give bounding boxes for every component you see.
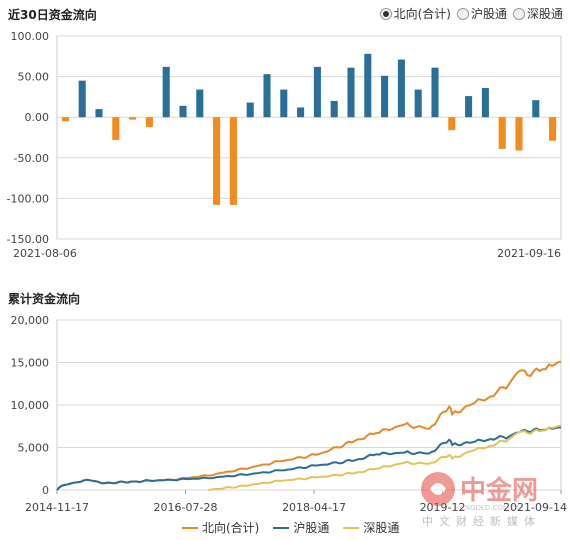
legend-swatch-shanghai bbox=[273, 526, 290, 529]
legend-swatch-shenzhen bbox=[343, 526, 360, 529]
flow-bar bbox=[364, 53, 372, 118]
bar-y-tick-label: 0.00 bbox=[25, 111, 50, 124]
watermark-tagline: 中文财经新媒体 bbox=[422, 514, 541, 528]
flow-bar bbox=[145, 117, 153, 127]
flow-bar bbox=[112, 117, 120, 140]
legend-item-northbound[interactable]: 北向(合计) bbox=[182, 519, 259, 536]
line-x-tick-label: 2014-11-17 bbox=[25, 501, 89, 514]
chart-legend: 北向(合计) 沪股通 深股通 bbox=[182, 519, 399, 536]
series-line bbox=[208, 424, 562, 491]
cumulative-flow-line-chart: 20,000 15,000 10,000 5,000 0 2014-11-17 2016-0… bbox=[11, 314, 568, 514]
radio-northbound-label: 北向(合计) bbox=[393, 7, 451, 21]
flow-bar bbox=[431, 67, 439, 118]
watermark-logo-mark bbox=[430, 483, 446, 495]
bar-y-tick-label: -150.00 bbox=[7, 233, 49, 246]
line-y-tick-label: 15,000 bbox=[11, 357, 50, 370]
flow-bar bbox=[313, 66, 321, 118]
watermark-logo-text: 中金网 bbox=[460, 475, 538, 506]
flow-bar bbox=[330, 100, 338, 118]
flow-bar bbox=[397, 59, 405, 118]
flow-bar bbox=[263, 74, 271, 118]
flow-bar bbox=[61, 117, 69, 122]
flow-bar bbox=[129, 117, 137, 120]
flow-bar bbox=[448, 117, 456, 131]
line-y-tick-label: 20,000 bbox=[11, 314, 50, 327]
bar-y-tick-label: 100.00 bbox=[11, 30, 50, 43]
line-y-tick-label: 5,000 bbox=[18, 442, 50, 455]
market-radio-group: 北向(合计) 沪股通 深股通 bbox=[379, 5, 563, 22]
legend-item-shenzhen[interactable]: 深股通 bbox=[343, 519, 399, 536]
radio-shenzhen-connect-indicator bbox=[512, 7, 525, 20]
flow-bar bbox=[381, 75, 389, 118]
bar-x-end-label: 2021-09-16 bbox=[497, 247, 561, 260]
flow-bar bbox=[95, 109, 103, 118]
flow-bar bbox=[78, 80, 86, 118]
line-x-tick-label: 2021-09-14 bbox=[503, 501, 567, 514]
watermark-sub-text: CNGOLD.COM.CN bbox=[460, 504, 521, 512]
radio-shanghai-connect-label: 沪股通 bbox=[470, 7, 507, 21]
bottom-chart-title: 累计资金流向 bbox=[8, 292, 81, 306]
radio-northbound-indicator bbox=[379, 7, 392, 20]
daily-flow-bar-chart: 100.0050.000.00-50.00-100.00-150.002021-… bbox=[7, 30, 562, 260]
radio-shenzhen-connect[interactable]: 深股通 bbox=[512, 5, 563, 22]
radio-shanghai-connect[interactable]: 沪股通 bbox=[456, 5, 507, 22]
line-y-tick-label: 0 bbox=[42, 484, 49, 497]
line-x-tick-label: 2016-07-28 bbox=[154, 501, 218, 514]
legend-label-shenzhen: 深股通 bbox=[363, 521, 400, 535]
legend-label-shanghai: 沪股通 bbox=[293, 521, 330, 535]
flow-bar bbox=[347, 67, 355, 118]
legend-label-northbound: 北向(合计) bbox=[202, 521, 260, 535]
flow-bar bbox=[162, 66, 170, 118]
flow-bar bbox=[196, 89, 204, 118]
series-line bbox=[56, 426, 562, 491]
flow-bar bbox=[246, 102, 254, 118]
bar-y-tick-label: -50.00 bbox=[14, 152, 49, 165]
cngold-watermark-logo: 中金网 CNGOLD.COM.CN 中文财经新媒体 bbox=[421, 472, 541, 528]
flow-bar bbox=[465, 96, 473, 118]
legend-swatch-northbound bbox=[182, 526, 198, 529]
radio-shanghai-connect-indicator bbox=[456, 7, 469, 20]
radio-shenzhen-connect-label: 深股通 bbox=[526, 7, 563, 21]
flow-bar bbox=[179, 105, 187, 118]
bar-plot-frame bbox=[56, 35, 562, 240]
flow-bar bbox=[549, 117, 557, 141]
flow-bar bbox=[498, 117, 506, 149]
flow-bar bbox=[515, 117, 523, 151]
bar-y-tick-label: 50.00 bbox=[18, 71, 50, 84]
flow-bar bbox=[280, 89, 288, 118]
flow-bar bbox=[229, 117, 237, 205]
line-y-tick-label: 10,000 bbox=[11, 399, 50, 412]
flow-bar bbox=[213, 117, 221, 205]
flow-bar bbox=[481, 87, 489, 118]
bar-y-tick-label: -100.00 bbox=[7, 192, 49, 205]
flow-bar bbox=[297, 107, 305, 118]
radio-northbound[interactable]: 北向(合计) bbox=[379, 5, 451, 22]
legend-item-shanghai[interactable]: 沪股通 bbox=[273, 519, 329, 536]
flow-bar bbox=[532, 100, 540, 118]
line-x-tick-label: 2018-04-17 bbox=[282, 501, 346, 514]
bar-x-start-label: 2021-08-06 bbox=[13, 247, 77, 260]
flow-bar bbox=[414, 89, 422, 118]
top-chart-title: 近30日资金流向 bbox=[8, 8, 97, 22]
